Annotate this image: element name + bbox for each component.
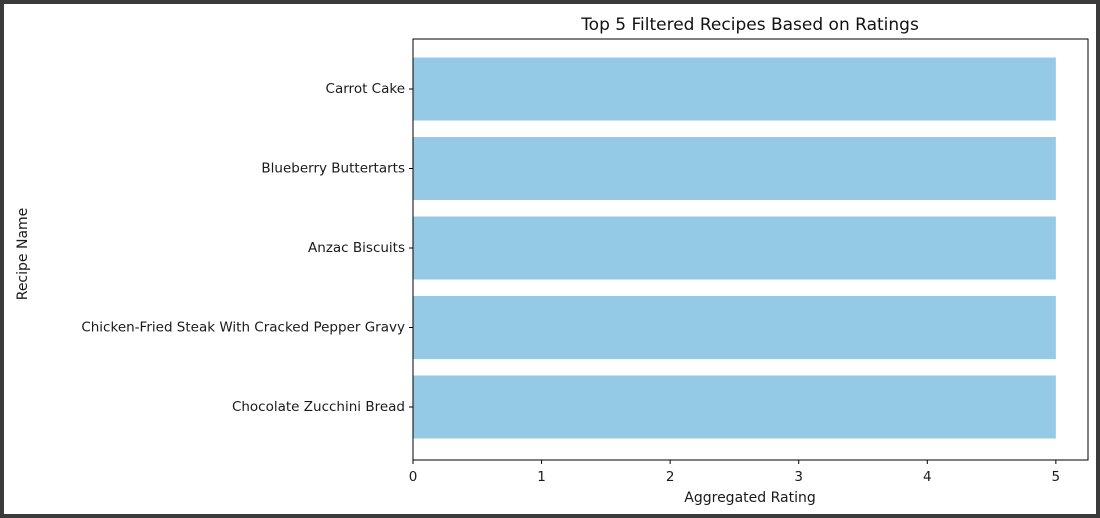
y-axis-ticks: Carrot Cake Blueberry Buttertarts Anzac Bi…: [81, 81, 413, 415]
x-tick-label: 5: [1052, 469, 1061, 485]
bar: [413, 375, 1056, 439]
x-axis-label: Aggregated Rating: [684, 490, 815, 506]
y-tick-label: Carrot Cake: [326, 81, 405, 97]
bar: [413, 296, 1056, 359]
bars-group: [413, 57, 1056, 439]
x-axis-ticks: 0 1 2 3 4 5: [409, 460, 1060, 485]
x-tick-label: 3: [794, 469, 803, 485]
y-tick-label: Anzac Biscuits: [308, 240, 405, 256]
x-tick-label: 2: [666, 469, 675, 485]
plot-frame: [412, 38, 1089, 461]
y-tick-label: Chicken-Fried Steak With Cracked Pepper …: [81, 320, 405, 336]
y-axis-label: Recipe Name: [15, 208, 31, 301]
x-tick-label: 4: [923, 469, 932, 485]
y-tick-label: Blueberry Buttertarts: [261, 161, 405, 177]
bar-chart: Top 5 Filtered Recipes Based on Ratings …: [15, 15, 1089, 506]
bar: [413, 57, 1056, 121]
bar: [413, 216, 1056, 280]
chart-figure: Top 5 Filtered Recipes Based on Ratings …: [4, 4, 1096, 514]
chart-title: Top 5 Filtered Recipes Based on Ratings: [580, 15, 919, 35]
y-tick-label: Chocolate Zucchini Bread: [232, 399, 405, 415]
bar: [413, 137, 1056, 200]
x-tick-label: 1: [537, 469, 546, 485]
x-tick-label: 0: [409, 469, 418, 485]
